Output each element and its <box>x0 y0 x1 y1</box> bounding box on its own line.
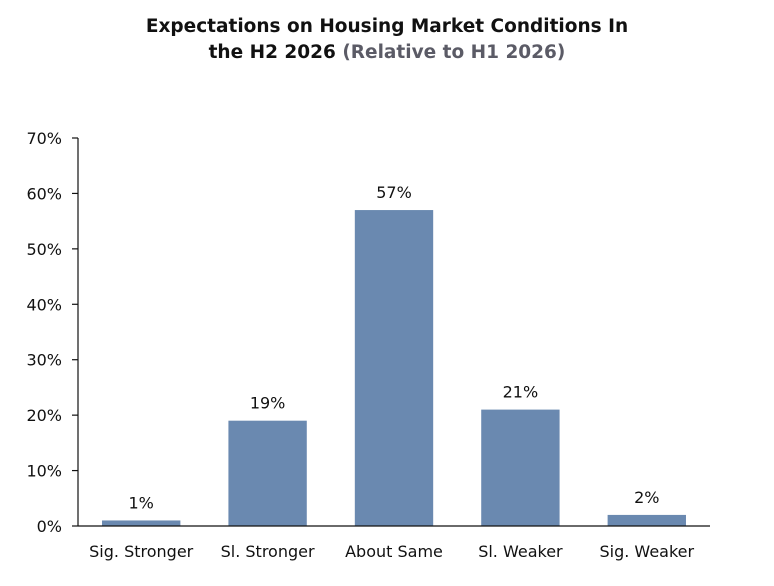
bar <box>354 210 434 527</box>
chart-title-block: Expectations on Housing Market Condition… <box>0 14 774 66</box>
y-tick-label: 50% <box>26 240 62 259</box>
data-label: 19% <box>250 394 286 413</box>
y-axis: 0% 10% 20% 30% 40% 50% 60% 70% <box>26 129 79 536</box>
bar <box>607 514 686 526</box>
x-category-label: Sig. Stronger <box>89 542 194 561</box>
data-label: 1% <box>129 493 154 512</box>
chart-title-line-1: Expectations on Housing Market Condition… <box>145 16 629 37</box>
x-category-label: About Same <box>345 542 443 561</box>
chart-title-line-2-text: the H2 2026 <box>208 42 336 63</box>
bar <box>481 409 560 526</box>
y-tick-label: 0% <box>37 517 62 536</box>
bar <box>102 520 181 526</box>
data-label: 2% <box>634 488 659 507</box>
y-tick-label: 30% <box>26 351 62 370</box>
y-tick-label: 70% <box>26 129 62 148</box>
x-category-label: Sl. Weaker <box>478 542 563 561</box>
y-tick-label: 40% <box>26 295 62 314</box>
y-tick-label: 60% <box>26 184 62 203</box>
chart-subtitle: (Relative to H1 2026) <box>342 42 566 63</box>
x-category-label: Sig. Weaker <box>600 542 695 561</box>
y-tick-label: 10% <box>26 462 62 481</box>
y-tick-label: 20% <box>26 406 62 425</box>
data-label: 57% <box>376 183 412 202</box>
chart-title-line-2: the H2 2026 (Relative to H1 2026) <box>0 40 774 66</box>
data-label: 21% <box>503 383 539 402</box>
x-category-label: Sl. Stronger <box>221 542 315 561</box>
bars <box>102 210 686 527</box>
x-axis: Sig. Stronger Sl. Stronger About Same Sl. W… <box>78 525 710 561</box>
data-labels: 1% 19% 57% 21% 2% <box>129 183 660 512</box>
bar <box>228 420 307 526</box>
